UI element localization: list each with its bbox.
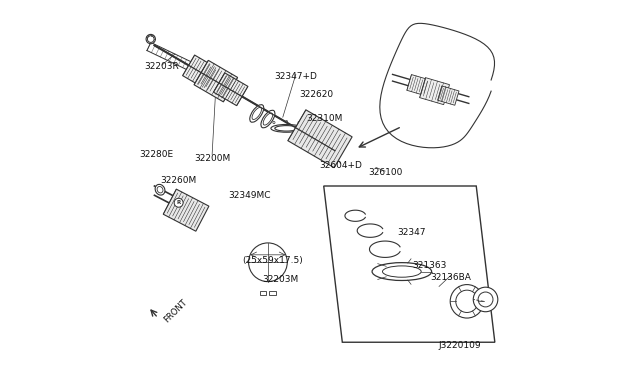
Circle shape <box>298 121 300 124</box>
Ellipse shape <box>147 36 154 42</box>
Polygon shape <box>420 78 449 105</box>
Ellipse shape <box>372 263 431 280</box>
Text: 32347: 32347 <box>397 228 426 237</box>
Ellipse shape <box>261 110 275 128</box>
Circle shape <box>285 121 287 123</box>
Circle shape <box>174 198 183 207</box>
Ellipse shape <box>275 126 298 131</box>
Text: 32203R: 32203R <box>145 62 179 71</box>
Text: 321363: 321363 <box>413 262 447 270</box>
Text: 32604+D: 32604+D <box>319 161 362 170</box>
Ellipse shape <box>263 113 273 125</box>
Circle shape <box>456 290 478 312</box>
Text: 32200M: 32200M <box>194 154 230 163</box>
Text: R: R <box>177 200 180 205</box>
Polygon shape <box>182 55 220 90</box>
Polygon shape <box>163 189 209 231</box>
Polygon shape <box>380 23 495 148</box>
Circle shape <box>473 287 498 312</box>
Text: 326100: 326100 <box>368 169 403 177</box>
Text: 32203M: 32203M <box>262 275 298 283</box>
Circle shape <box>248 243 287 282</box>
Bar <box>269 291 276 295</box>
Text: 32260M: 32260M <box>161 176 196 185</box>
Text: 322620: 322620 <box>300 90 333 99</box>
Text: 32136BA: 32136BA <box>431 273 472 282</box>
Ellipse shape <box>383 266 421 277</box>
Circle shape <box>450 285 484 318</box>
Polygon shape <box>407 74 430 96</box>
Ellipse shape <box>146 35 156 44</box>
Ellipse shape <box>250 105 264 122</box>
Circle shape <box>273 121 275 124</box>
Circle shape <box>264 124 266 126</box>
Text: FRONT: FRONT <box>162 297 189 324</box>
Ellipse shape <box>157 186 163 193</box>
Circle shape <box>310 127 313 129</box>
Text: J3220109: J3220109 <box>438 341 481 350</box>
Ellipse shape <box>252 108 262 119</box>
Polygon shape <box>288 110 352 168</box>
Circle shape <box>478 292 493 307</box>
Text: 32310M: 32310M <box>307 114 342 123</box>
Ellipse shape <box>271 124 302 132</box>
Text: 32349MC: 32349MC <box>228 191 271 200</box>
Ellipse shape <box>155 185 165 195</box>
Bar <box>260 291 266 295</box>
Text: 32347+D: 32347+D <box>275 72 317 81</box>
Text: (25x59x17.5): (25x59x17.5) <box>243 256 303 265</box>
Polygon shape <box>324 186 495 342</box>
Circle shape <box>307 124 309 126</box>
Polygon shape <box>214 73 248 106</box>
Polygon shape <box>194 60 237 102</box>
Polygon shape <box>438 86 459 105</box>
Text: 32280E: 32280E <box>140 150 173 159</box>
